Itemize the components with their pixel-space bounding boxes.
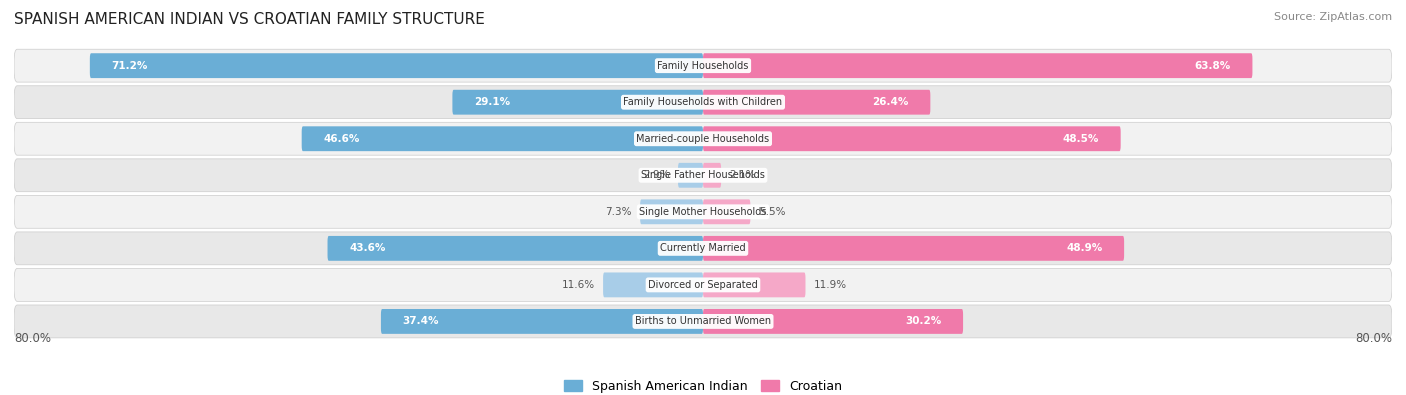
Text: 2.1%: 2.1% — [730, 170, 756, 180]
FancyBboxPatch shape — [381, 309, 703, 334]
FancyBboxPatch shape — [703, 236, 1125, 261]
Text: Single Mother Households: Single Mother Households — [640, 207, 766, 217]
Text: Married-couple Households: Married-couple Households — [637, 134, 769, 144]
Text: Family Households: Family Households — [658, 61, 748, 71]
Text: 11.9%: 11.9% — [814, 280, 848, 290]
Text: 2.9%: 2.9% — [643, 170, 669, 180]
Text: 37.4%: 37.4% — [402, 316, 439, 326]
Text: SPANISH AMERICAN INDIAN VS CROATIAN FAMILY STRUCTURE: SPANISH AMERICAN INDIAN VS CROATIAN FAMI… — [14, 12, 485, 27]
Text: Births to Unmarried Women: Births to Unmarried Women — [636, 316, 770, 326]
FancyBboxPatch shape — [703, 126, 1121, 151]
FancyBboxPatch shape — [90, 53, 703, 78]
FancyBboxPatch shape — [302, 126, 703, 151]
FancyBboxPatch shape — [14, 122, 1392, 155]
Legend: Spanish American Indian, Croatian: Spanish American Indian, Croatian — [558, 375, 848, 395]
FancyBboxPatch shape — [14, 86, 1392, 118]
Text: Source: ZipAtlas.com: Source: ZipAtlas.com — [1274, 12, 1392, 22]
Text: Single Father Households: Single Father Households — [641, 170, 765, 180]
FancyBboxPatch shape — [14, 49, 1392, 82]
Text: Divorced or Separated: Divorced or Separated — [648, 280, 758, 290]
Text: 26.4%: 26.4% — [873, 97, 908, 107]
FancyBboxPatch shape — [328, 236, 703, 261]
Text: 63.8%: 63.8% — [1195, 61, 1230, 71]
FancyBboxPatch shape — [603, 273, 703, 297]
FancyBboxPatch shape — [703, 309, 963, 334]
Text: Currently Married: Currently Married — [661, 243, 745, 253]
Text: 80.0%: 80.0% — [14, 332, 51, 345]
FancyBboxPatch shape — [703, 163, 721, 188]
FancyBboxPatch shape — [678, 163, 703, 188]
Text: 71.2%: 71.2% — [111, 61, 148, 71]
FancyBboxPatch shape — [14, 232, 1392, 265]
Text: Family Households with Children: Family Households with Children — [623, 97, 783, 107]
Text: 29.1%: 29.1% — [474, 97, 510, 107]
FancyBboxPatch shape — [14, 269, 1392, 301]
FancyBboxPatch shape — [14, 159, 1392, 192]
FancyBboxPatch shape — [703, 273, 806, 297]
Text: 11.6%: 11.6% — [561, 280, 595, 290]
Text: 5.5%: 5.5% — [759, 207, 786, 217]
Text: 30.2%: 30.2% — [905, 316, 942, 326]
FancyBboxPatch shape — [703, 90, 931, 115]
FancyBboxPatch shape — [14, 305, 1392, 338]
Text: 48.9%: 48.9% — [1066, 243, 1102, 253]
Text: 80.0%: 80.0% — [1355, 332, 1392, 345]
FancyBboxPatch shape — [703, 53, 1253, 78]
Text: 43.6%: 43.6% — [349, 243, 385, 253]
Text: 48.5%: 48.5% — [1063, 134, 1099, 144]
Text: 46.6%: 46.6% — [323, 134, 360, 144]
FancyBboxPatch shape — [703, 199, 751, 224]
Text: 7.3%: 7.3% — [605, 207, 631, 217]
FancyBboxPatch shape — [14, 196, 1392, 228]
FancyBboxPatch shape — [640, 199, 703, 224]
FancyBboxPatch shape — [453, 90, 703, 115]
